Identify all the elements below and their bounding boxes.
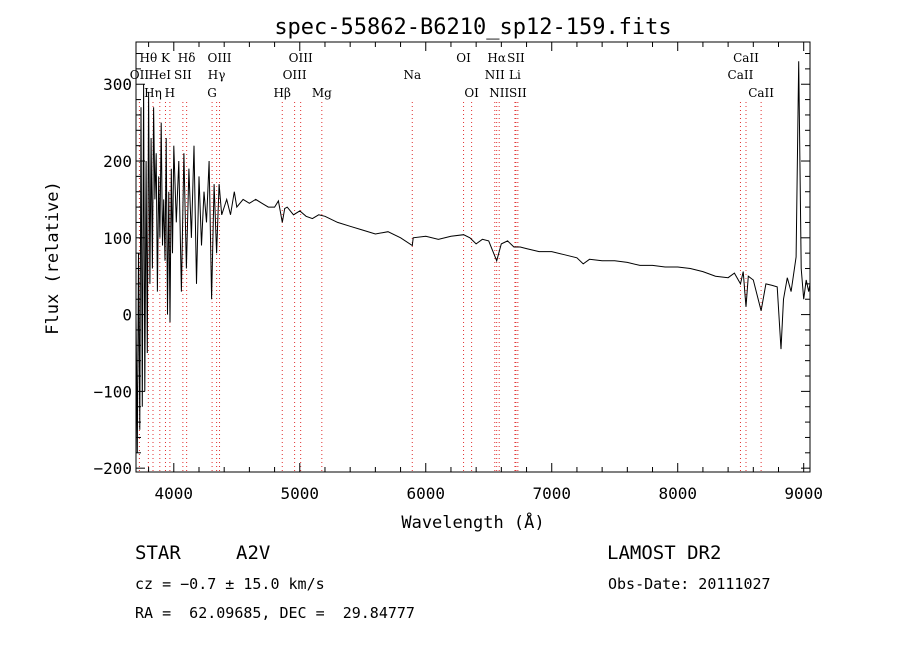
y-tick-label: −100 — [93, 382, 132, 401]
x-axis-label: Wavelength (Å) — [401, 511, 544, 533]
spectral-line-label: SII — [174, 68, 192, 82]
survey-name: LAMOST DR2 — [607, 542, 722, 564]
spectral-line-label: Hθ — [139, 51, 157, 65]
spectral-line-label: OIII — [283, 68, 307, 82]
object-class: STAR — [135, 542, 181, 564]
spectral-line-label: CaII — [748, 86, 774, 100]
coordinates: RA = 62.09685, DEC = 29.84777 — [135, 604, 415, 622]
x-tick-label: 7000 — [532, 484, 571, 503]
y-tick-label: 300 — [103, 75, 132, 94]
spectral-line-label: Hγ — [208, 68, 226, 82]
spectral-line-label: Li — [509, 68, 521, 82]
y-tick-label: −200 — [93, 459, 132, 478]
spectral-line-label: G — [207, 86, 217, 100]
spectral-line-label: OI — [456, 51, 471, 65]
spectral-line-label: Hδ — [178, 51, 196, 65]
spectral-line-label: Na — [403, 68, 421, 82]
spectrum-line — [135, 61, 811, 453]
x-tick-label: 5000 — [281, 484, 320, 503]
y-tick-label: 100 — [103, 229, 132, 248]
redshift-cz: cz = −0.7 ± 15.0 km/s — [135, 575, 325, 593]
y-tick-label: 0 — [122, 306, 132, 325]
spectral-line-labels: OIIHθHηHeIKSIIHHδHγGOIIIHβOIIIOIIIMgNaOI… — [130, 51, 775, 100]
spectral-line-label: H — [165, 86, 175, 100]
x-tick-label: 6000 — [406, 484, 445, 503]
x-tick-label: 8000 — [658, 484, 697, 503]
spectral-line-label: Hη — [144, 86, 162, 100]
spectral-line-label: CaII — [728, 68, 754, 82]
y-axis-label: Flux (relative) — [43, 181, 63, 335]
spectral-line-label: Hα — [487, 51, 506, 65]
spectral-line-label: K — [161, 51, 171, 65]
spectral-line-label: OIII — [289, 51, 313, 65]
spectral-line-label: NII — [489, 86, 509, 100]
chart-title: spec-55862-B6210_sp12-159.fits — [274, 15, 671, 40]
y-tick-label: 200 — [103, 152, 132, 171]
observation-date: Obs-Date: 20111027 — [608, 575, 771, 593]
x-tick-label: 9000 — [784, 484, 823, 503]
object-subclass: A2V — [236, 542, 271, 564]
spectral-line-markers — [138, 102, 762, 472]
spectral-line-label: OIII — [207, 51, 231, 65]
spectral-line-label: SII — [509, 86, 527, 100]
spectral-line-label: Mg — [312, 86, 332, 100]
spectral-line-label: Hβ — [274, 86, 291, 100]
spectral-line-label: CaII — [733, 51, 759, 65]
spectral-line-label: OI — [464, 86, 479, 100]
spectral-line-label: OII — [130, 68, 150, 82]
spectral-line-label: NII — [485, 68, 505, 82]
spectral-line-label: SII — [507, 51, 525, 65]
plot-frame — [135, 41, 811, 473]
x-tick-label: 4000 — [155, 484, 194, 503]
x-axis-ticks: 4000 5000 6000 7000 8000 9000 — [148, 42, 823, 503]
y-axis-ticks: −200 −100 0 100 200 300 — [93, 53, 810, 478]
spectral-line-label: HeI — [149, 68, 172, 82]
